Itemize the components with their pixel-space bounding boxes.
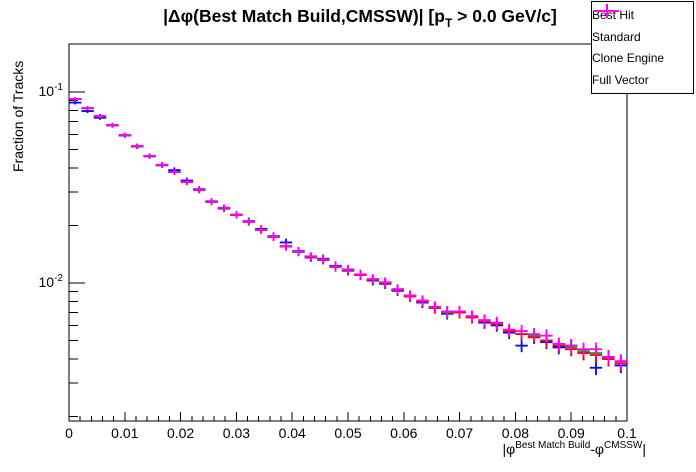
data-series — [69, 97, 627, 376]
legend-label-full-vector: Full Vector — [592, 73, 649, 88]
x-title-sup1: Best Match Build — [515, 440, 591, 451]
plot-title: |Δφ(Best Match Build,CMSSW)| [pT > 0.0 G… — [24, 6, 696, 30]
plot-frame — [68, 43, 628, 422]
legend-entry-standard: Standard — [592, 4, 693, 47]
y-tick-label: 10-2 — [39, 273, 64, 290]
legend-box: Best Hit Standard Clone Engine Full Vect… — [591, 1, 694, 94]
series-full-vector — [69, 97, 627, 369]
legend-label-clone-engine: Clone Engine — [592, 51, 665, 66]
y-tick-label: 10-1 — [39, 82, 64, 99]
x-tick-label: 0.1 — [617, 425, 637, 441]
x-title-phi2: -φ — [590, 441, 605, 457]
axes-frame — [68, 43, 628, 422]
x-tick-label: 0.07 — [446, 425, 473, 441]
x-tick-label: 0 — [65, 425, 73, 441]
x-axis-ticks: 0 0.01 0.02 0.03 0.04 0.05 0.06 0.07 0.08 0.09 0.1 — [65, 412, 637, 441]
y-axis-ticks: 10-1 10-2 — [39, 82, 85, 418]
series-standard — [69, 97, 627, 371]
x-tick-label: 0.03 — [223, 425, 250, 441]
plot-title-post: > 0.0 GeV/c] — [452, 6, 557, 26]
plot-title-pre: |Δφ(Best Match Build,CMSSW)| [p — [163, 6, 445, 26]
x-tick-label: 0.01 — [111, 425, 138, 441]
legend-entry-clone-engine: Clone Engine — [592, 4, 693, 68]
x-tick-label: 0.09 — [558, 425, 585, 441]
x-tick-label: 0.06 — [390, 425, 417, 441]
x-title-end: | — [642, 441, 646, 457]
x-title-phi1: |φ — [502, 441, 516, 457]
series-clone-engine — [69, 97, 627, 371]
x-tick-label: 0.04 — [279, 425, 306, 441]
legend-entry-full-vector: Full Vector — [592, 4, 693, 90]
series-best-hit — [69, 100, 627, 376]
full-vector-marker-icon — [595, 4, 619, 18]
x-tick-label: 0.02 — [167, 425, 194, 441]
legend-label-standard: Standard — [592, 29, 641, 44]
x-tick-label: 0.05 — [334, 425, 361, 441]
y-axis-title: Fraction of Tracks — [10, 60, 26, 172]
plot-title-subscript: T — [444, 16, 453, 30]
x-tick-label: 0.08 — [502, 425, 529, 441]
x-axis-title: |φBest Match Build-φCMSSW| — [503, 440, 647, 457]
x-title-sup2: CMSSW — [604, 440, 643, 451]
